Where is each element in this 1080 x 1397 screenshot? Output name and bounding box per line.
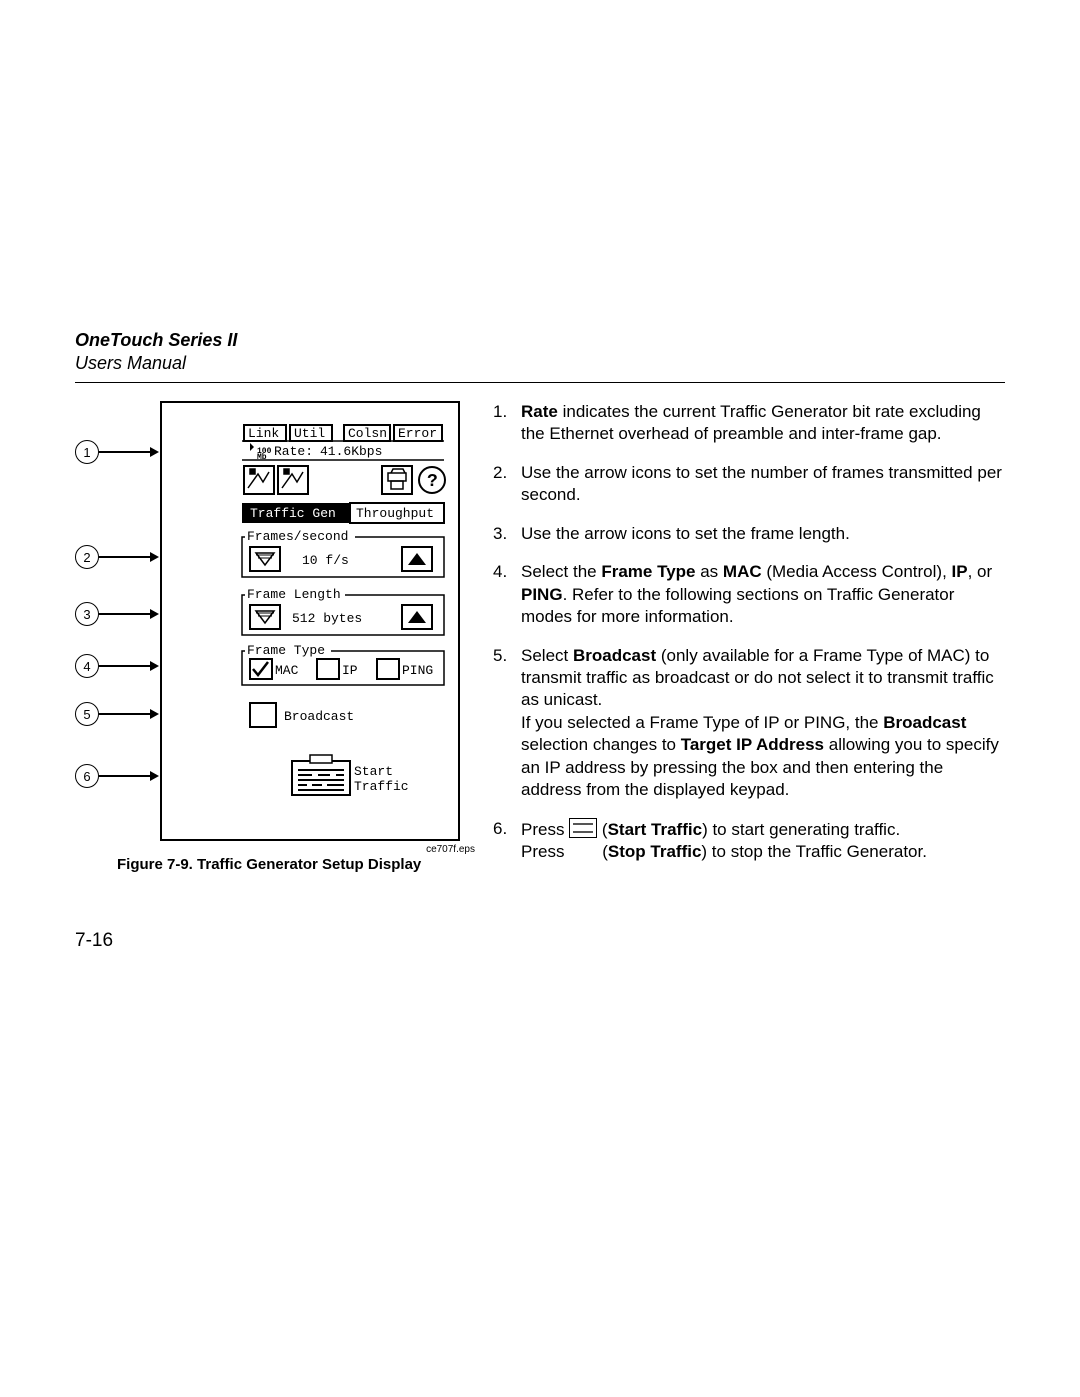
start-traffic-icon <box>569 818 597 838</box>
header-title: OneTouch Series II <box>75 330 1005 351</box>
instruction-number: 3. <box>493 523 521 545</box>
callout-number: 5 <box>75 702 99 726</box>
instruction-number: 2. <box>493 462 521 507</box>
callout-number: 2 <box>75 545 99 569</box>
frame-len-value: 512 bytes <box>292 611 362 626</box>
broadcast-label: Broadcast <box>284 709 354 724</box>
callout-1: 1 <box>75 440 159 464</box>
status-tab-error: Error <box>398 426 437 441</box>
figure-eps-label: ce707f.eps <box>426 844 475 855</box>
arrow-right-icon <box>150 661 159 671</box>
frame-len-label: Frame Length <box>247 587 341 602</box>
instruction-item: 4.Select the Frame Type as MAC (Media Ac… <box>493 561 1005 628</box>
instruction-item: 6.Press (Start Traffic) to start generat… <box>493 818 1005 864</box>
header-rule <box>75 382 1005 383</box>
manual-page: OneTouch Series II Users Manual Link Uti… <box>0 0 1080 1397</box>
instruction-body: Rate indicates the current Traffic Gener… <box>521 401 1005 446</box>
instruction-list: 1.Rate indicates the current Traffic Gen… <box>493 401 1005 863</box>
start-traffic-top: Start <box>354 764 393 779</box>
tab-throughput: Throughput <box>356 506 434 521</box>
instruction-item: 2.Use the arrow icons to set the number … <box>493 462 1005 507</box>
callout-number: 4 <box>75 654 99 678</box>
frame-type-ip: IP <box>342 663 358 678</box>
frame-type-label: Frame Type <box>247 643 325 658</box>
arrow-right-icon <box>150 552 159 562</box>
instruction-item: 1.Rate indicates the current Traffic Gen… <box>493 401 1005 446</box>
callout-number: 1 <box>75 440 99 464</box>
status-tab-colsn: Colsn <box>348 426 387 441</box>
status-tab-link: Link <box>248 426 279 441</box>
instruction-body: Use the arrow icons to set the number of… <box>521 462 1005 507</box>
frames-sec-label: Frames/second <box>247 529 348 544</box>
figure-wrap: Link Util Colsn Error <box>75 401 475 881</box>
instruction-number: 6. <box>493 818 521 864</box>
instruction-number: 5. <box>493 645 521 802</box>
instruction-body: Select Broadcast (only available for a F… <box>521 645 1005 802</box>
callout-2: 2 <box>75 545 159 569</box>
callout-5: 5 <box>75 702 159 726</box>
rate-value: 41.6Kbps <box>320 444 382 459</box>
instruction-number: 1. <box>493 401 521 446</box>
frame-type-ping: PING <box>402 663 433 678</box>
callout-3: 3 <box>75 602 159 626</box>
start-traffic-bot: Traffic <box>354 779 409 794</box>
instruction-item: 3.Use the arrow icons to set the frame l… <box>493 523 1005 545</box>
svg-text:?: ? <box>427 472 438 492</box>
header-subtitle: Users Manual <box>75 353 1005 374</box>
instruction-number: 4. <box>493 561 521 628</box>
instruction-item: 5.Select Broadcast (only available for a… <box>493 645 1005 802</box>
page-number: 7-16 <box>75 930 113 952</box>
frame-type-mac: MAC <box>275 663 299 678</box>
rate-label: Rate: <box>274 444 313 459</box>
instruction-body: Use the arrow icons to set the frame len… <box>521 523 1005 545</box>
instruction-body: Press (Start Traffic) to start generatin… <box>521 818 1005 864</box>
arrow-right-icon <box>150 709 159 719</box>
arrow-right-icon <box>150 609 159 619</box>
status-tab-util: Util <box>294 426 325 441</box>
callout-6: 6 <box>75 764 159 788</box>
frames-sec-value: 10 f/s <box>302 553 349 568</box>
instruction-body: Select the Frame Type as MAC (Media Acce… <box>521 561 1005 628</box>
callout-number: 6 <box>75 764 99 788</box>
tab-traffic-gen: Traffic Gen <box>250 506 336 521</box>
arrow-right-icon <box>150 447 159 457</box>
arrow-right-icon <box>150 771 159 781</box>
callout-4: 4 <box>75 654 159 678</box>
device-screen: Link Util Colsn Error <box>160 401 460 841</box>
callout-number: 3 <box>75 602 99 626</box>
figure-caption: Figure 7-9. Traffic Generator Setup Disp… <box>117 856 421 873</box>
